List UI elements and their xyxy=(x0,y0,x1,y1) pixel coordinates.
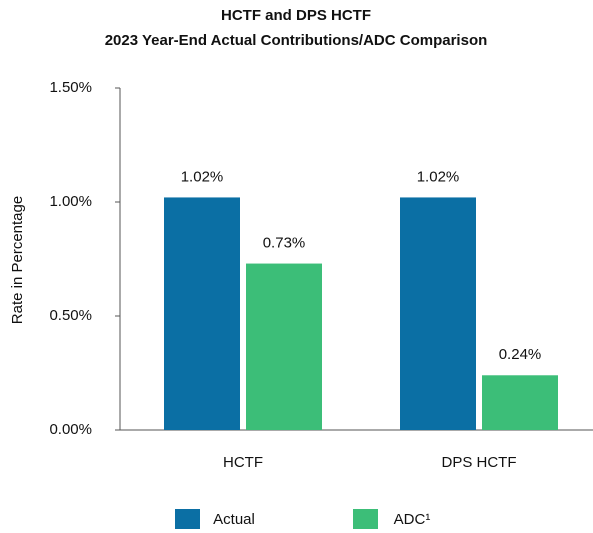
y-tick-label: 0.50% xyxy=(49,307,92,324)
value-label: 1.02% xyxy=(181,168,224,185)
legend-label: Actual xyxy=(213,511,255,528)
y-tick-label: 1.50% xyxy=(49,79,92,96)
bar xyxy=(482,375,558,430)
chart-title: HCTF and DPS HCTF xyxy=(221,7,371,24)
value-label: 0.73% xyxy=(263,235,306,252)
y-axis-label: Rate in Percentage xyxy=(9,196,26,324)
y-tick-label: 1.00% xyxy=(49,193,92,210)
bar xyxy=(164,197,240,430)
legend-label: ADC¹ xyxy=(394,511,431,528)
value-label: 0.24% xyxy=(499,346,542,363)
chart-subtitle: 2023 Year-End Actual Contributions/ADC C… xyxy=(105,32,488,49)
x-tick-label: HCTF xyxy=(223,454,263,471)
x-tick-label: DPS HCTF xyxy=(442,454,517,471)
value-label: 1.02% xyxy=(417,168,460,185)
legend-swatch xyxy=(353,509,378,529)
y-tick-label: 0.00% xyxy=(49,421,92,438)
legend-swatch xyxy=(175,509,200,529)
bar xyxy=(400,197,476,430)
bar xyxy=(246,263,322,430)
